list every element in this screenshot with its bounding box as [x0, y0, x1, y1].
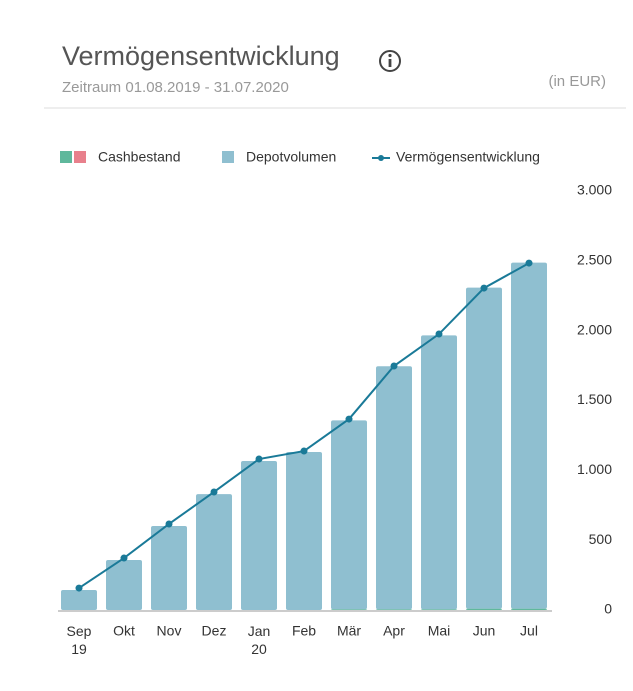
bar	[331, 609, 367, 610]
x-tick-label: Mai	[428, 623, 451, 639]
x-tick-label: Feb	[292, 623, 316, 639]
y-tick-label: 1.000	[577, 461, 612, 477]
legend-label: Vermögensentwicklung	[396, 149, 540, 165]
bar	[196, 494, 232, 610]
bar	[241, 460, 277, 610]
x-tick-label: Okt	[113, 623, 135, 639]
line-point	[165, 520, 173, 528]
x-tick-label: Mär	[337, 623, 361, 639]
bar	[466, 287, 502, 609]
legend-label: Depotvolumen	[246, 149, 336, 165]
line-point	[300, 447, 308, 455]
x-tick-label: Jun	[473, 623, 496, 639]
line-point	[525, 259, 533, 267]
x-tick-label-line: Jan	[248, 623, 271, 639]
line-point	[255, 455, 263, 463]
bar	[106, 559, 142, 610]
bar	[61, 590, 97, 610]
x-tick-label: Jan 20	[248, 623, 271, 657]
x-tick-label: Dez	[202, 623, 227, 639]
y-tick-label: 500	[589, 531, 613, 547]
legend-swatch	[222, 151, 234, 163]
bar	[376, 609, 412, 610]
bar	[466, 608, 502, 610]
bar	[421, 335, 457, 610]
y-tick-label: 0	[604, 601, 612, 617]
x-tick-label: Nov	[157, 623, 182, 639]
line-point	[120, 554, 128, 562]
bar	[376, 366, 412, 610]
line-point	[435, 330, 443, 338]
line-point	[210, 488, 218, 496]
chart-subtitle: Zeitraum 01.08.2019 - 31.07.2020	[62, 79, 289, 96]
x-tick-label-line: 19	[71, 641, 87, 657]
line-point	[75, 584, 83, 592]
line-point	[345, 415, 353, 423]
bar	[511, 262, 547, 609]
legend-dot	[378, 155, 384, 161]
line-point	[390, 362, 398, 370]
bar	[331, 420, 367, 610]
legend-swatch	[60, 151, 72, 163]
x-tick-label-line: Sep	[67, 623, 92, 639]
bar	[421, 609, 457, 610]
legend-label: Cashbestand	[98, 149, 181, 165]
info-icon[interactable]	[379, 50, 401, 72]
y-tick-label: 3.000	[577, 182, 612, 198]
bar	[286, 452, 322, 610]
legend-swatch	[74, 151, 86, 163]
bar	[511, 608, 547, 610]
y-tick-label: 2.500	[577, 252, 612, 268]
chart-title: Vermögensentwicklung	[62, 41, 340, 71]
x-tick-label-line: 20	[251, 641, 267, 657]
line-point	[480, 284, 488, 292]
y-tick-label: 2.000	[577, 321, 612, 337]
x-tick-label: Sep 19	[67, 623, 92, 657]
bar	[151, 526, 187, 610]
y-tick-label: 1.500	[577, 391, 612, 407]
x-tick-label: Jul	[520, 623, 538, 639]
x-tick-label: Apr	[383, 623, 405, 639]
unit-label: (in EUR)	[548, 73, 606, 90]
